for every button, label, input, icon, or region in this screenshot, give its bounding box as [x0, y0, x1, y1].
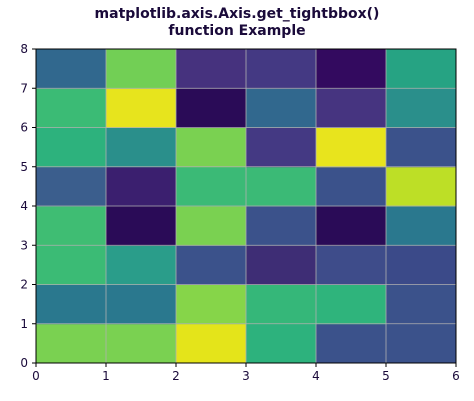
chart-title-line-2: function Example: [168, 23, 306, 39]
heatmap-cell-r5-c4: [316, 127, 387, 168]
heatmap-cell-r1-c5: [386, 284, 457, 325]
heatmap-cell-r0-c2: [176, 323, 247, 364]
x-tick-label-3: 3: [242, 369, 250, 383]
heatmap-cell-r4-c4: [316, 166, 387, 207]
y-tick-label-4: 4: [20, 199, 28, 213]
heatmap-cell-r1-c1: [106, 284, 177, 325]
heatmap-cell-r5-c5: [386, 127, 457, 168]
heatmap-cell-r4-c3: [246, 166, 317, 207]
heatmap-cell-r3-c2: [176, 206, 247, 246]
x-tick-label-6: 6: [452, 369, 460, 383]
y-tick-label-8: 8: [20, 42, 28, 56]
grid-lines: [36, 49, 456, 363]
heatmap-cell-r0-c4: [316, 323, 387, 364]
heatmap-cell-r6-c2: [176, 88, 247, 128]
heatmap-cell-r4-c2: [176, 166, 247, 207]
heatmap-cell-r0-c1: [106, 323, 177, 364]
heatmap-cell-r2-c3: [246, 245, 317, 285]
y-tick-label-5: 5: [20, 160, 28, 174]
y-axis: 0 1 2 3 4 5 6 7 8: [20, 42, 36, 370]
chart-title: matplotlib.axis.Axis.get_tightbbox() fun…: [0, 6, 474, 40]
heatmap-cell-r7-c0: [36, 49, 107, 89]
y-tick-label-1: 1: [20, 317, 28, 331]
heatmap-cell-r2-c4: [316, 245, 387, 285]
y-tick-label-0: 0: [20, 356, 28, 370]
heatmap-cell-r2-c1: [106, 245, 177, 285]
heatmap-cell-r4-c0: [36, 166, 107, 207]
heatmap-cell-r3-c4: [316, 206, 387, 246]
heatmap-cell-r5-c2: [176, 127, 247, 168]
y-tick-label-7: 7: [20, 81, 28, 95]
heatmap-cell-r0-c5: [386, 323, 457, 364]
heatmap-cell-r7-c1: [106, 49, 177, 89]
heatmap-cell-r6-c5: [386, 88, 457, 128]
heatmap-cell-r2-c0: [36, 245, 107, 285]
heatmap-cell-r7-c5: [386, 49, 457, 89]
x-axis: 0 1 2 3 4 5 6: [32, 363, 460, 383]
heatmap-cell-r3-c1: [106, 206, 177, 246]
heatmap-cell-r2-c2: [176, 245, 247, 285]
heatmap-cell-r6-c4: [316, 88, 387, 128]
heatmap-cell-r1-c2: [176, 284, 247, 325]
heatmap-cell-r6-c0: [36, 88, 107, 128]
heatmap-cell-r3-c0: [36, 206, 107, 246]
heatmap-cell-r0-c0: [36, 323, 107, 364]
heatmap-cell-r7-c2: [176, 49, 247, 89]
heatmap-cell-r5-c3: [246, 127, 317, 168]
heatmap-cell-r1-c0: [36, 284, 107, 325]
heatmap-cell-r6-c3: [246, 88, 317, 128]
x-tick-label-1: 1: [102, 369, 110, 383]
heatmap-cell-r1-c4: [316, 284, 387, 325]
y-tick-label-2: 2: [20, 278, 28, 292]
x-tick-label-5: 5: [382, 369, 390, 383]
heatmap-cell-r5-c0: [36, 127, 107, 168]
heatmap-cell-r2-c5: [386, 245, 457, 285]
heatmap-cell-r6-c1: [106, 88, 177, 128]
heatmap-cell-r0-c3: [246, 323, 317, 364]
heatmap-cell-r3-c5: [386, 206, 457, 246]
y-tick-label-6: 6: [20, 121, 28, 135]
y-tick-label-3: 3: [20, 238, 28, 252]
x-tick-label-0: 0: [32, 369, 40, 383]
x-tick-label-4: 4: [312, 369, 320, 383]
heatmap-cell-r7-c4: [316, 49, 387, 89]
heatmap-cell-r5-c1: [106, 127, 177, 168]
chart-title-line-1: matplotlib.axis.Axis.get_tightbbox(): [94, 6, 380, 22]
x-tick-label-2: 2: [172, 369, 180, 383]
heatmap-cell-r4-c1: [106, 166, 177, 207]
heatmap-cells: [36, 49, 457, 364]
heatmap-cell-r4-c5: [386, 166, 457, 207]
heatmap-cell-r7-c3: [246, 49, 317, 89]
heatmap-cell-r1-c3: [246, 284, 317, 325]
heatmap-cell-r3-c3: [246, 206, 317, 246]
